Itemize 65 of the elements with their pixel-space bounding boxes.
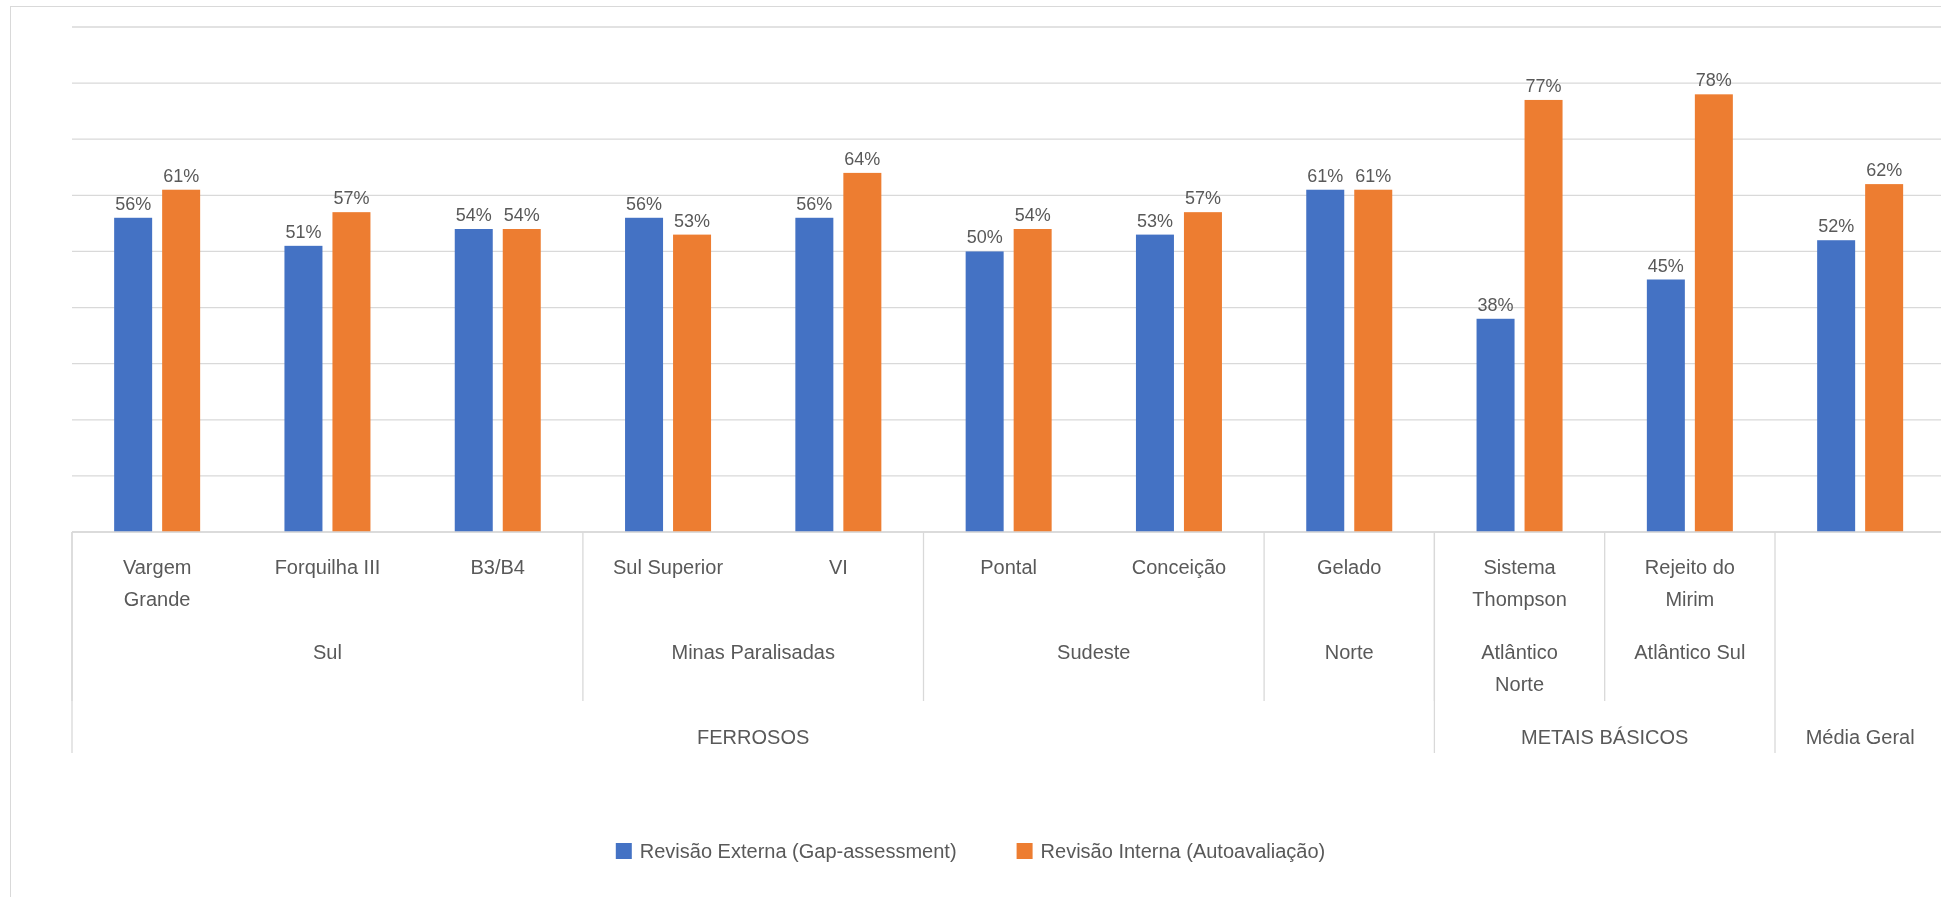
x-tick-label: B3/B4 xyxy=(470,556,525,578)
data-label: 78% xyxy=(1695,70,1732,91)
bar xyxy=(843,172,882,532)
text: Sul xyxy=(313,641,342,663)
x-tick-label: Gelado xyxy=(1317,556,1382,578)
bar xyxy=(1306,189,1345,532)
bar xyxy=(114,217,153,532)
bar xyxy=(673,234,712,532)
data-label: 38% xyxy=(1477,294,1514,315)
data-label: 50% xyxy=(966,227,1003,248)
data-label: 56% xyxy=(626,193,663,214)
bar xyxy=(1524,99,1563,532)
bar xyxy=(454,229,493,532)
bar xyxy=(1135,234,1174,532)
data-label: 56% xyxy=(796,193,833,214)
bar xyxy=(1013,229,1052,532)
x-tick-label: Vargem Grande xyxy=(122,556,192,610)
data-label: 56% xyxy=(115,193,152,214)
legend-label: Revisão Externa (Gap-assessment) xyxy=(639,840,957,862)
text: METAIS BÁSICOS xyxy=(1520,726,1689,748)
data-label: 57% xyxy=(1184,188,1221,209)
bar xyxy=(1476,318,1515,532)
data-label: 53% xyxy=(1136,210,1173,231)
text: Atlântico Norte xyxy=(1481,641,1558,695)
bar xyxy=(332,212,371,532)
data-label: 54% xyxy=(1014,205,1051,225)
bar xyxy=(625,217,664,532)
data-label: 51% xyxy=(285,221,322,242)
legend-label: Revisão Interna (Autoavaliação) xyxy=(1040,840,1326,862)
bar xyxy=(795,217,834,532)
x-tick-label: Sul Superior xyxy=(613,556,724,578)
bar xyxy=(1183,212,1222,532)
x-tick-label: Forquilha III xyxy=(274,556,381,578)
bar xyxy=(1865,184,1904,532)
text: Atlântico Sul xyxy=(1634,641,1746,663)
data-label: 61% xyxy=(1307,165,1344,186)
bar xyxy=(502,229,541,532)
text: Sudeste xyxy=(1057,641,1131,663)
data-label: 64% xyxy=(844,148,881,169)
x-tick-label: VI xyxy=(828,556,848,578)
data-label: 77% xyxy=(1525,75,1562,96)
text: FERROSOS xyxy=(697,726,810,748)
bar xyxy=(1646,279,1685,532)
data-label: 53% xyxy=(674,210,711,231)
x-tick-label: Pontal xyxy=(980,556,1038,578)
bar xyxy=(1817,240,1856,532)
bar xyxy=(284,245,323,532)
bar xyxy=(1694,94,1733,532)
data-label: 45% xyxy=(1647,255,1684,276)
data-label: 52% xyxy=(1818,216,1855,237)
data-label: 61% xyxy=(1355,165,1392,186)
bar xyxy=(162,189,201,532)
data-label: 57% xyxy=(333,188,370,209)
data-label: 54% xyxy=(503,205,540,225)
data-label: 62% xyxy=(1866,160,1903,181)
x-tick-label: Conceição xyxy=(1131,556,1227,578)
bar xyxy=(1354,189,1393,532)
x-tick-label: Sistema Thompson xyxy=(1472,556,1567,610)
data-label: 61% xyxy=(163,165,200,186)
text: Minas Paralisadas xyxy=(671,641,835,663)
x-tick-label: Rejeito do Mirim xyxy=(1644,556,1735,610)
data-label: 54% xyxy=(455,205,492,225)
bar xyxy=(965,251,1004,532)
text: Norte xyxy=(1324,641,1374,663)
text: Média Geral xyxy=(1805,726,1915,748)
